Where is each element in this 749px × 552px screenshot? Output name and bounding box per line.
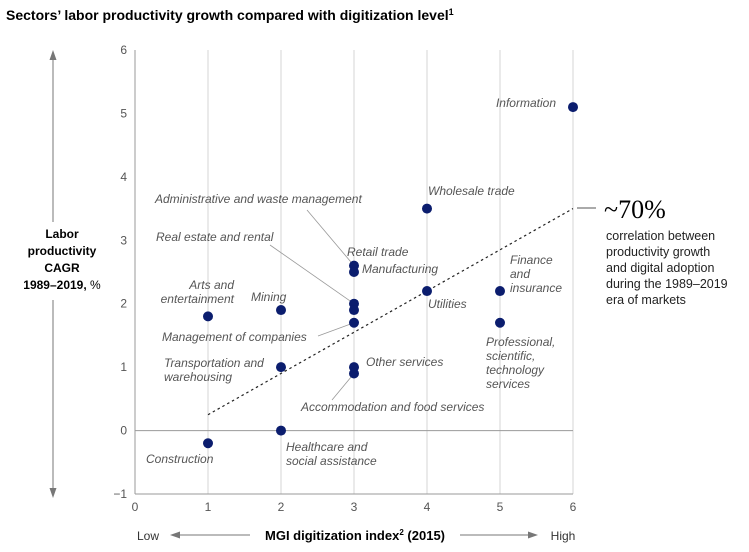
point-label: Mining bbox=[251, 290, 287, 304]
trendline bbox=[207, 208, 574, 416]
data-point bbox=[276, 305, 286, 316]
data-points bbox=[203, 102, 578, 449]
y-arrow-up-head bbox=[49, 50, 57, 60]
callout-line-4: during the 1989–2019 bbox=[606, 277, 728, 291]
data-point bbox=[276, 425, 286, 436]
trendline-group bbox=[207, 208, 574, 416]
point-label: Management of companies bbox=[162, 330, 307, 344]
callout-line-5: era of markets bbox=[606, 293, 686, 307]
x-high-label: High bbox=[551, 529, 576, 543]
x-axis-ticks: 0 1 2 3 4 5 6 bbox=[132, 500, 577, 514]
data-point bbox=[203, 438, 213, 449]
point-label: Healthcare and social assistance bbox=[286, 440, 377, 468]
point-labels: Information Wholesale trade Administrative… bbox=[146, 96, 562, 468]
point-label: Retail trade bbox=[347, 245, 409, 259]
point-label: Construction bbox=[146, 452, 214, 466]
y-tick-label: 3 bbox=[120, 233, 127, 247]
y-axis-ticks: −1 0 1 2 3 4 5 6 bbox=[113, 43, 127, 501]
x-tick-label: 5 bbox=[497, 500, 504, 514]
y-tick-label: 1 bbox=[120, 360, 127, 374]
leader-line bbox=[317, 322, 355, 337]
y-label-line-2: productivity bbox=[28, 244, 97, 258]
point-label: Information bbox=[496, 96, 556, 110]
y-label-line-1: Labor bbox=[45, 227, 79, 241]
data-point bbox=[349, 267, 359, 277]
data-point bbox=[422, 286, 432, 297]
y-tick-label: −1 bbox=[113, 487, 127, 501]
callout-line-3: and digital adoption bbox=[606, 261, 714, 275]
y-label-line-3: CAGR bbox=[44, 261, 80, 275]
y-label-line-4: 1989–2019, % bbox=[23, 278, 101, 292]
x-tick-label: 2 bbox=[278, 500, 285, 514]
point-label: Finance and insurance bbox=[510, 253, 562, 295]
point-label: Other services bbox=[366, 355, 443, 369]
leader-line bbox=[269, 244, 355, 305]
data-point bbox=[276, 362, 286, 373]
callout-line-1: correlation between bbox=[606, 229, 715, 243]
point-label: Wholesale trade bbox=[428, 184, 515, 198]
x-high-arrow-head bbox=[528, 531, 538, 539]
point-label: Arts and entertainment bbox=[161, 278, 235, 306]
leader-line bbox=[331, 373, 355, 401]
y-axis-label: Labor productivity CAGR 1989–2019, % bbox=[23, 227, 101, 292]
y-tick-label: 2 bbox=[120, 297, 127, 311]
data-point bbox=[495, 286, 505, 297]
y-tick-label: 5 bbox=[120, 106, 127, 120]
y-tick-label: 0 bbox=[120, 424, 127, 438]
data-point bbox=[422, 203, 432, 214]
point-label: Accommodation and food services bbox=[300, 400, 484, 414]
leader-lines bbox=[269, 209, 355, 401]
data-point bbox=[203, 311, 213, 322]
data-point bbox=[349, 368, 359, 379]
correlation-value: ~70% bbox=[604, 195, 666, 224]
x-axis-label: MGI digitization index2 (2015) bbox=[265, 528, 445, 543]
chart-title: Sectors’ labor productivity growth compa… bbox=[6, 7, 454, 23]
point-label: Real estate and rental bbox=[156, 230, 274, 244]
x-tick-label: 4 bbox=[424, 500, 431, 514]
axes bbox=[134, 50, 573, 495]
data-point bbox=[349, 317, 359, 328]
y-tick-label: 6 bbox=[120, 43, 127, 57]
point-label: Transportation and warehousing bbox=[164, 356, 264, 384]
data-point bbox=[568, 102, 578, 113]
point-label: Manufacturing bbox=[362, 262, 438, 276]
data-point bbox=[349, 305, 359, 316]
data-point bbox=[495, 317, 505, 328]
point-label: Utilities bbox=[428, 297, 467, 311]
x-tick-label: 1 bbox=[205, 500, 212, 514]
x-tick-label: 3 bbox=[351, 500, 358, 514]
y-arrow-down-head bbox=[49, 488, 57, 498]
point-label: Professional, scientific, technology servic… bbox=[486, 335, 555, 391]
x-tick-label: 6 bbox=[570, 500, 577, 514]
leader-line bbox=[306, 209, 355, 266]
x-low-arrow-head bbox=[170, 531, 180, 539]
x-tick-label: 0 bbox=[132, 500, 139, 514]
x-low-label: Low bbox=[137, 529, 159, 543]
point-label: Administrative and waste management bbox=[154, 192, 362, 206]
y-tick-label: 4 bbox=[120, 170, 127, 184]
callout-line-2: productivity growth bbox=[606, 245, 710, 259]
